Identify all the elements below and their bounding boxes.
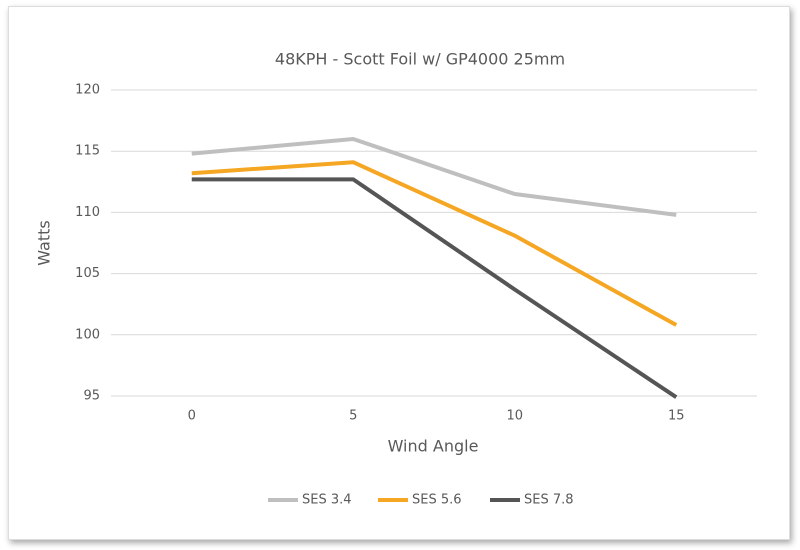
chart-title: 48KPH - Scott Foil w/ GP4000 25mm [275, 50, 565, 69]
legend-label: SES 5.6 [412, 493, 462, 508]
line-series [191, 136, 677, 217]
y-tick-label: 110 [75, 205, 100, 220]
x-tick-label: 5 [349, 409, 357, 424]
x-axis-label: Wind Angle [388, 437, 479, 456]
y-tick-label: 100 [75, 327, 100, 342]
y-tick-label: 105 [75, 266, 100, 281]
y-axis-label: Watts [35, 220, 54, 265]
line-series [191, 160, 678, 327]
legend-label: SES 7.8 [524, 493, 574, 508]
y-tick-label: 115 [75, 144, 100, 159]
x-tick-label: 10 [506, 409, 523, 424]
x-tick-label: 0 [188, 409, 196, 424]
y-tick-label: 95 [83, 389, 100, 404]
legend-label: SES 3.4 [302, 493, 352, 508]
chart-card [8, 6, 790, 540]
y-tick-label: 120 [75, 83, 100, 98]
x-tick-label: 15 [668, 409, 685, 424]
line-series [191, 177, 678, 399]
